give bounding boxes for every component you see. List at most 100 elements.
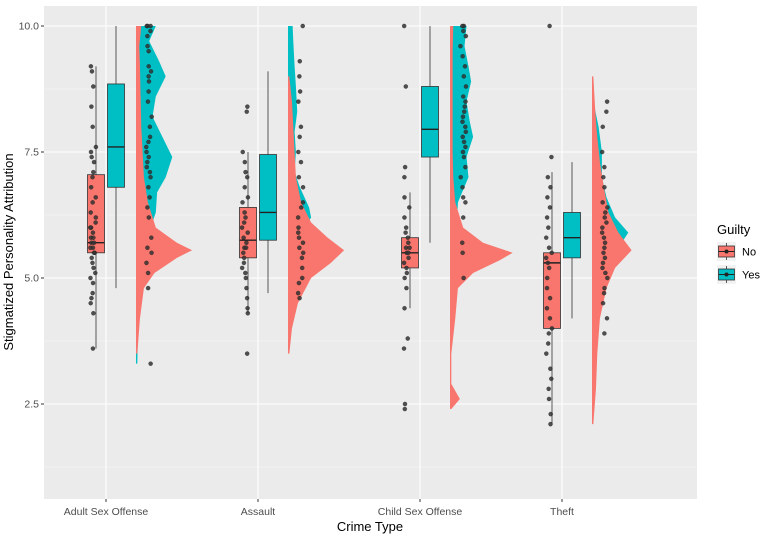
data-point [549,250,555,256]
data-point [149,114,154,119]
data-point [88,225,93,230]
data-point [460,119,465,125]
legend-key-point [724,272,729,277]
data-point [603,210,608,215]
data-point [295,215,301,220]
data-point [600,200,605,205]
data-point [295,230,301,235]
x-axis-title: Crime Type [337,519,403,534]
data-point [148,361,153,366]
data-point [299,275,305,281]
data-point [604,99,610,104]
data-point [148,69,154,74]
data-point [401,23,407,29]
data-point [89,154,94,160]
data-point [147,134,153,140]
data-point [463,129,469,135]
data-point [297,295,302,301]
data-point [463,144,468,150]
data-point [144,144,149,150]
data-point [406,250,411,256]
data-point [547,295,553,301]
legend-keys: No Yes [717,242,760,284]
data-point [295,290,301,296]
data-point [145,270,151,276]
data-point [460,240,465,245]
data-point [90,124,95,130]
data-point [548,411,553,417]
data-point [547,23,552,29]
density-cloud-yes [136,26,173,364]
data-point [300,185,306,190]
data-point [90,245,96,251]
data-point [600,225,605,230]
data-point [90,200,95,205]
density-cloud-no [136,26,193,354]
boxplot-yes [259,71,277,294]
data-point [463,33,469,39]
data-point [544,305,550,311]
data-point [89,255,94,261]
legend-key-yes: Yes [717,265,760,284]
data-point [599,230,605,235]
data-point [245,104,250,109]
data-point [549,326,555,331]
data-point [603,270,608,276]
data-point [296,99,301,104]
data-point [91,250,97,256]
data-point [91,311,96,316]
data-point [90,174,95,180]
data-point [460,149,466,155]
data-point [460,134,466,140]
data-point [88,185,94,190]
data-point [403,84,409,89]
data-point [93,215,99,220]
data-point [300,200,306,205]
data-point [601,235,607,240]
data-point [600,300,606,306]
data-point [547,205,553,210]
data-point [298,159,304,165]
data-point [602,245,607,251]
data-point [240,149,246,155]
data-point [407,205,412,210]
data-point [405,235,411,240]
data-point [605,205,610,210]
data-point [243,245,249,251]
data-point [298,205,304,210]
data-point [239,225,245,230]
data-point [547,316,553,321]
data-point [407,245,412,251]
box [563,212,581,259]
data-point [601,174,606,180]
data-point [401,346,407,351]
data-point [91,159,97,165]
data-point [461,28,466,34]
data-point [300,250,306,256]
data-point [604,316,610,321]
data-point [242,210,247,215]
data-point [543,235,549,240]
data-point [546,386,551,392]
data-point [146,215,152,220]
data-point [242,159,248,165]
data-point [93,195,98,200]
data-point [602,164,607,170]
boxplots [87,26,581,425]
data-point [460,195,466,200]
data-point [404,285,409,291]
data-point [144,164,150,170]
data-point [91,265,96,271]
data-point [93,270,98,276]
data-point [89,69,95,74]
data-point [548,185,553,190]
data-point [245,305,250,311]
data-point [402,401,408,407]
data-point [91,84,96,89]
data-point [145,33,150,39]
data-point [402,275,407,281]
boxplot-yes [107,26,125,289]
density-cloud-no [592,76,632,425]
data-point [240,200,245,205]
data-point [148,28,153,34]
